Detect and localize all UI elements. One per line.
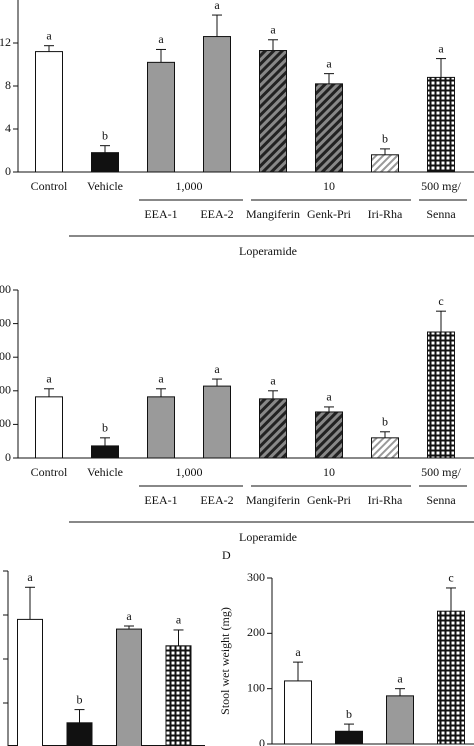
bar — [116, 628, 142, 746]
bar — [427, 76, 455, 173]
group-label: Loperamide — [239, 530, 297, 544]
significance-letter: a — [46, 28, 52, 42]
significance-letter: b — [102, 128, 108, 142]
bar — [259, 398, 287, 459]
y-tick-label: 500 — [0, 282, 11, 296]
significance-letter: a — [176, 613, 182, 627]
y-axis-label: Stool wet weight (mg) — [218, 607, 232, 715]
panel-label: D — [222, 548, 231, 562]
dose-label: 1,000 — [176, 179, 203, 193]
significance-letter: c — [438, 294, 443, 308]
bar — [165, 645, 192, 746]
significance-letter: a — [270, 23, 276, 37]
y-tick-label: 0 — [5, 450, 11, 464]
bar — [35, 396, 63, 459]
y-tick-label: 100 — [247, 680, 265, 694]
significance-letter: a — [214, 362, 220, 376]
significance-letter: a — [438, 41, 444, 55]
significance-letter: a — [270, 374, 276, 388]
bar — [35, 51, 63, 173]
y-tick-label: 300 — [0, 349, 11, 363]
bar — [147, 61, 175, 173]
dose-label: 1,000 — [176, 465, 203, 479]
dose-label: 500 mg/ — [421, 465, 461, 479]
y-tick-label: 0 — [5, 164, 11, 178]
bar — [315, 83, 343, 173]
bar — [147, 396, 175, 459]
bar — [91, 445, 119, 459]
bar — [203, 36, 231, 173]
bar — [259, 50, 287, 173]
bar — [91, 152, 119, 173]
bar — [386, 695, 414, 745]
bar — [371, 154, 399, 173]
significance-letter: a — [158, 32, 164, 46]
y-tick-label: 300 — [247, 570, 265, 584]
x-tick-label: Iri-Rha — [368, 207, 403, 221]
bar — [371, 437, 399, 459]
x-tick-label: Senna — [426, 493, 456, 507]
y-tick-label: 400 — [0, 315, 11, 329]
significance-letter: a — [126, 609, 132, 623]
bar — [203, 385, 231, 459]
significance-letter: a — [295, 645, 301, 659]
x-tick-label: Vehicle — [87, 179, 123, 193]
y-tick-label: 4 — [5, 121, 11, 135]
x-tick-label: Senna — [426, 207, 456, 221]
x-tick-label: Genk-Pri — [307, 493, 352, 507]
bar — [315, 411, 343, 459]
bar — [284, 680, 312, 745]
x-tick-label: Genk-Pri — [307, 207, 352, 221]
x-tick-label: EEA-2 — [200, 207, 233, 221]
x-tick-label: EEA-2 — [200, 493, 233, 507]
x-tick-label: EEA-1 — [144, 207, 177, 221]
significance-letter: b — [77, 692, 83, 706]
significance-letter: b — [382, 132, 388, 146]
x-tick-label: Iri-Rha — [368, 493, 403, 507]
significance-letter: b — [382, 415, 388, 429]
y-tick-label: 100 — [0, 416, 11, 430]
x-tick-label: EEA-1 — [144, 493, 177, 507]
x-tick-label: Mangiferin — [246, 493, 300, 507]
dose-label: 500 mg/ — [421, 179, 461, 193]
group-label: Loperamide — [239, 244, 297, 258]
significance-letter: a — [326, 390, 332, 404]
y-tick-label: 200 — [247, 625, 265, 639]
significance-letter: b — [346, 707, 352, 721]
significance-letter: a — [397, 671, 403, 685]
x-tick-label: Mangiferin — [246, 207, 300, 221]
significance-letter: b — [102, 421, 108, 435]
significance-letter: a — [158, 372, 164, 386]
significance-letter: a — [214, 0, 220, 12]
y-tick-label: 0 — [259, 736, 265, 746]
significance-letter: c — [448, 571, 453, 585]
bar — [335, 730, 363, 745]
dose-label: 10 — [323, 179, 335, 193]
bar — [66, 722, 93, 746]
bar — [437, 610, 465, 745]
bar — [17, 618, 43, 746]
significance-letter: a — [326, 56, 332, 70]
y-tick-label: 12 — [0, 35, 11, 49]
dose-label: 10 — [323, 465, 335, 479]
y-tick-label: 200 — [0, 383, 11, 397]
bar — [427, 331, 455, 459]
significance-letter: a — [46, 372, 52, 386]
significance-letter: a — [27, 570, 33, 584]
x-tick-label: Control — [31, 179, 68, 193]
y-tick-label: 8 — [5, 78, 11, 92]
x-tick-label: Control — [31, 465, 68, 479]
x-tick-label: Vehicle — [87, 465, 123, 479]
